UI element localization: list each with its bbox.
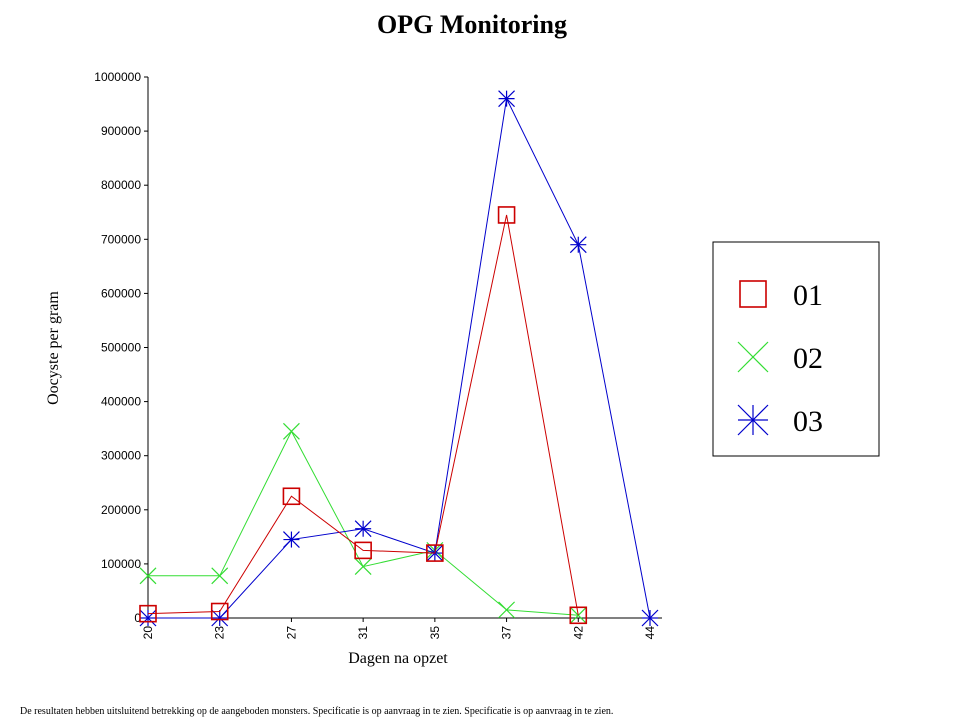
y-tick-label: 700000	[101, 232, 141, 246]
data-point-02	[283, 422, 300, 440]
y-tick-label: 0	[134, 611, 141, 625]
footer-note: De resultaten hebben uitsluitend betrekk…	[20, 706, 614, 717]
data-point-02	[354, 558, 372, 576]
y-tick-label: 600000	[101, 286, 141, 300]
y-tick-label: 900000	[101, 124, 141, 138]
series-01	[139, 206, 588, 625]
data-point-03	[498, 90, 515, 108]
data-point-01	[569, 606, 588, 625]
x-axis-label: Dagen na opzet	[348, 650, 448, 667]
legend-marker-02	[737, 341, 769, 373]
data-point-02-stroke	[211, 567, 229, 585]
data-point-03	[641, 609, 659, 627]
y-tick-label: 100000	[101, 557, 141, 571]
x-tick-label: 23	[213, 626, 227, 640]
x-tick-label: 44	[643, 626, 657, 640]
y-tick-label: 400000	[101, 395, 141, 409]
series-line-03	[148, 97, 651, 619]
data-point-02-stroke	[139, 567, 157, 585]
x-tick-label: 31	[356, 626, 370, 640]
series-02	[139, 422, 587, 624]
data-point-02-stroke	[354, 558, 372, 576]
data-point-02-stroke	[283, 422, 300, 440]
chart-title: OPG Monitoring	[377, 10, 567, 39]
data-point-02-stroke	[498, 601, 515, 619]
data-point-01	[210, 602, 229, 621]
data-point-01	[354, 541, 372, 560]
y-tick-label: 1000000	[94, 70, 141, 84]
legend-marker-03	[737, 404, 769, 436]
data-point-01	[426, 544, 444, 562]
y-axis-label: Oocyste per gram	[45, 291, 62, 405]
series-03	[139, 90, 659, 627]
x-tick-label: 20	[141, 626, 155, 640]
data-point-02	[139, 567, 157, 585]
legend-marker-01	[739, 280, 767, 308]
legend: 01 02 03	[712, 241, 880, 457]
data-point-03	[354, 520, 372, 538]
legend-marker-02-stroke	[737, 341, 769, 373]
y-tick-label: 500000	[101, 341, 141, 355]
data-point-03	[283, 531, 300, 548]
y-tick-label: 200000	[101, 503, 141, 517]
x-tick-label: 35	[428, 626, 442, 640]
data-point-03	[569, 236, 587, 254]
legend-label-02: 02	[793, 342, 823, 375]
plot-series	[139, 90, 659, 627]
data-point-02	[211, 567, 229, 585]
x-tick-label: 42	[571, 626, 585, 640]
x-tick-label: 37	[500, 626, 514, 640]
y-tick-label: 300000	[101, 449, 141, 463]
y-axis: 0 100000 200000 300000 400000 500000 600000 700…	[94, 70, 149, 625]
legend-label-01: 01	[793, 279, 823, 312]
legend-label-03: 03	[793, 405, 823, 438]
data-point-01	[497, 206, 516, 224]
data-point-03	[211, 609, 229, 627]
data-point-02	[498, 601, 515, 619]
y-tick-label: 800000	[101, 178, 141, 192]
data-point-01	[282, 487, 301, 506]
data-point-03	[139, 609, 157, 627]
series-line-01	[147, 214, 579, 616]
x-tick-label: 27	[284, 626, 298, 640]
data-point-01	[139, 604, 157, 623]
